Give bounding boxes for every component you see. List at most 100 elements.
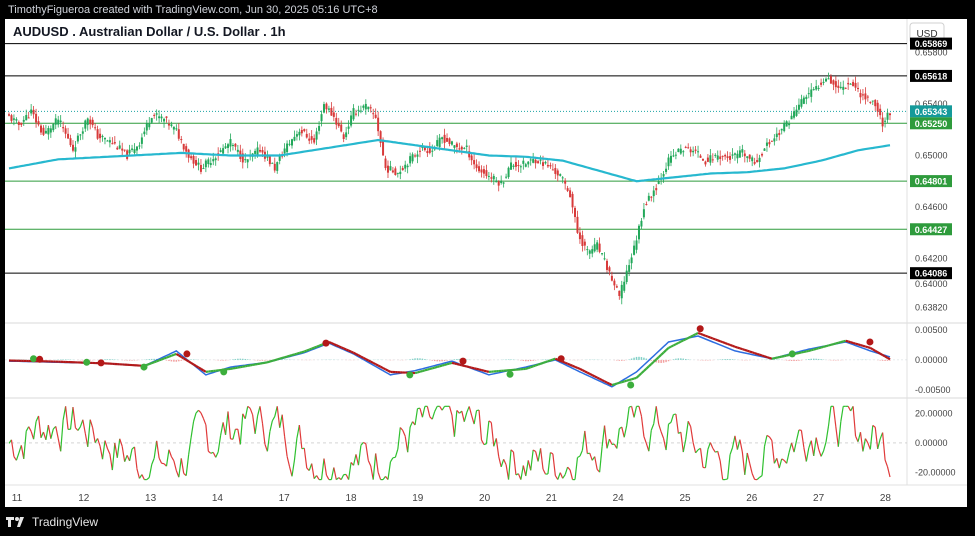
- candle-body[interactable]: [372, 113, 375, 115]
- candle-body[interactable]: [165, 116, 168, 118]
- candle-body[interactable]: [335, 117, 338, 125]
- candle-body[interactable]: [522, 160, 525, 164]
- time-axis-label[interactable]: 21: [546, 493, 558, 504]
- price-axis-label[interactable]: 0.65400: [915, 99, 948, 109]
- candle-body[interactable]: [692, 150, 695, 153]
- candle-body[interactable]: [785, 121, 788, 127]
- candle-body[interactable]: [714, 154, 717, 156]
- candle-body[interactable]: [586, 249, 589, 251]
- candle-body[interactable]: [475, 164, 478, 169]
- candle-body[interactable]: [96, 129, 99, 139]
- candle-body[interactable]: [495, 180, 498, 183]
- price-axis-label[interactable]: 0.64000: [915, 279, 948, 289]
- oscillator-pane[interactable]: [5, 405, 907, 481]
- candle-body[interactable]: [687, 147, 690, 149]
- candle-body[interactable]: [322, 104, 325, 113]
- candle-body[interactable]: [155, 113, 158, 115]
- candle-body[interactable]: [829, 76, 832, 84]
- candle-body[interactable]: [273, 163, 276, 171]
- candle-body[interactable]: [327, 108, 330, 110]
- candle-body[interactable]: [790, 115, 793, 120]
- candle-body[interactable]: [342, 134, 345, 140]
- candle-body[interactable]: [207, 159, 210, 165]
- candle-body[interactable]: [674, 154, 677, 156]
- candle-body[interactable]: [682, 151, 685, 153]
- candle-body[interactable]: [647, 195, 650, 201]
- candle-body[interactable]: [101, 135, 104, 138]
- candle-body[interactable]: [517, 165, 520, 167]
- macd-axis-label[interactable]: 0.00500: [915, 325, 948, 335]
- candle-body[interactable]: [889, 113, 891, 116]
- candle-body[interactable]: [529, 159, 532, 161]
- candle-body[interactable]: [743, 153, 746, 157]
- macd-cross-marker[interactable]: [140, 363, 148, 371]
- candle-body[interactable]: [35, 113, 38, 123]
- candle-body[interactable]: [797, 104, 800, 110]
- candle-body[interactable]: [591, 249, 594, 254]
- candle-body[interactable]: [404, 164, 407, 169]
- candle-body[interactable]: [834, 81, 837, 88]
- candle-body[interactable]: [103, 137, 106, 140]
- candle-body[interactable]: [111, 143, 114, 145]
- candle-body[interactable]: [701, 158, 704, 161]
- candle-body[interactable]: [697, 151, 700, 153]
- candle-body[interactable]: [150, 118, 153, 123]
- candle-body[interactable]: [396, 172, 399, 174]
- candle-body[interactable]: [431, 150, 434, 152]
- time-axis-label[interactable]: 26: [746, 493, 758, 504]
- candle-body[interactable]: [492, 175, 495, 180]
- price-level-badge[interactable]: [910, 117, 952, 130]
- candle-body[interactable]: [414, 155, 417, 157]
- time-axis-label[interactable]: 13: [145, 493, 157, 504]
- candle-body[interactable]: [227, 144, 230, 148]
- candle-body[interactable]: [704, 161, 707, 165]
- candle-body[interactable]: [822, 81, 825, 83]
- candle-body[interactable]: [554, 168, 557, 174]
- candle-body[interactable]: [514, 161, 517, 167]
- candle-body[interactable]: [212, 159, 215, 162]
- candle-body[interactable]: [47, 128, 50, 135]
- candle-body[interactable]: [546, 164, 549, 167]
- candle-body[interactable]: [167, 123, 170, 126]
- candle-body[interactable]: [135, 146, 138, 151]
- candle-body[interactable]: [524, 164, 527, 167]
- candle-body[interactable]: [401, 168, 404, 171]
- candle-body[interactable]: [561, 177, 564, 179]
- candle-body[interactable]: [204, 160, 207, 168]
- candle-body[interactable]: [783, 123, 786, 132]
- candle-body[interactable]: [825, 78, 828, 82]
- candle-body[interactable]: [559, 174, 562, 176]
- candle-body[interactable]: [118, 145, 121, 149]
- candle-body[interactable]: [669, 155, 672, 163]
- candle-body[interactable]: [578, 232, 581, 240]
- candle-body[interactable]: [131, 148, 134, 150]
- candle-body[interactable]: [180, 139, 183, 141]
- candle-body[interactable]: [254, 150, 257, 154]
- candle-body[interactable]: [145, 123, 148, 131]
- candle-body[interactable]: [379, 131, 382, 143]
- candle-body[interactable]: [177, 129, 180, 139]
- candle-body[interactable]: [39, 125, 42, 133]
- candle-body[interactable]: [827, 78, 830, 80]
- candle-body[interactable]: [54, 118, 57, 125]
- candle-body[interactable]: [234, 143, 237, 147]
- candle-body[interactable]: [613, 280, 616, 286]
- time-axis-label[interactable]: 24: [613, 493, 625, 504]
- macd-cross-marker[interactable]: [696, 325, 704, 333]
- candle-body[interactable]: [847, 82, 850, 85]
- candle-body[interactable]: [374, 114, 377, 118]
- candle-body[interactable]: [108, 140, 111, 143]
- candle-body[interactable]: [468, 151, 471, 158]
- candle-body[interactable]: [640, 220, 643, 227]
- candle-body[interactable]: [679, 148, 682, 154]
- candle-body[interactable]: [300, 130, 303, 134]
- candle-body[interactable]: [25, 115, 28, 121]
- candle-body[interactable]: [726, 156, 729, 158]
- candle-body[interactable]: [17, 122, 20, 126]
- candle-body[interactable]: [482, 169, 485, 174]
- candle-body[interactable]: [236, 149, 239, 152]
- candle-body[interactable]: [222, 148, 225, 154]
- candle-body[interactable]: [62, 127, 65, 129]
- candle-body[interactable]: [421, 147, 424, 149]
- candle-body[interactable]: [805, 96, 808, 99]
